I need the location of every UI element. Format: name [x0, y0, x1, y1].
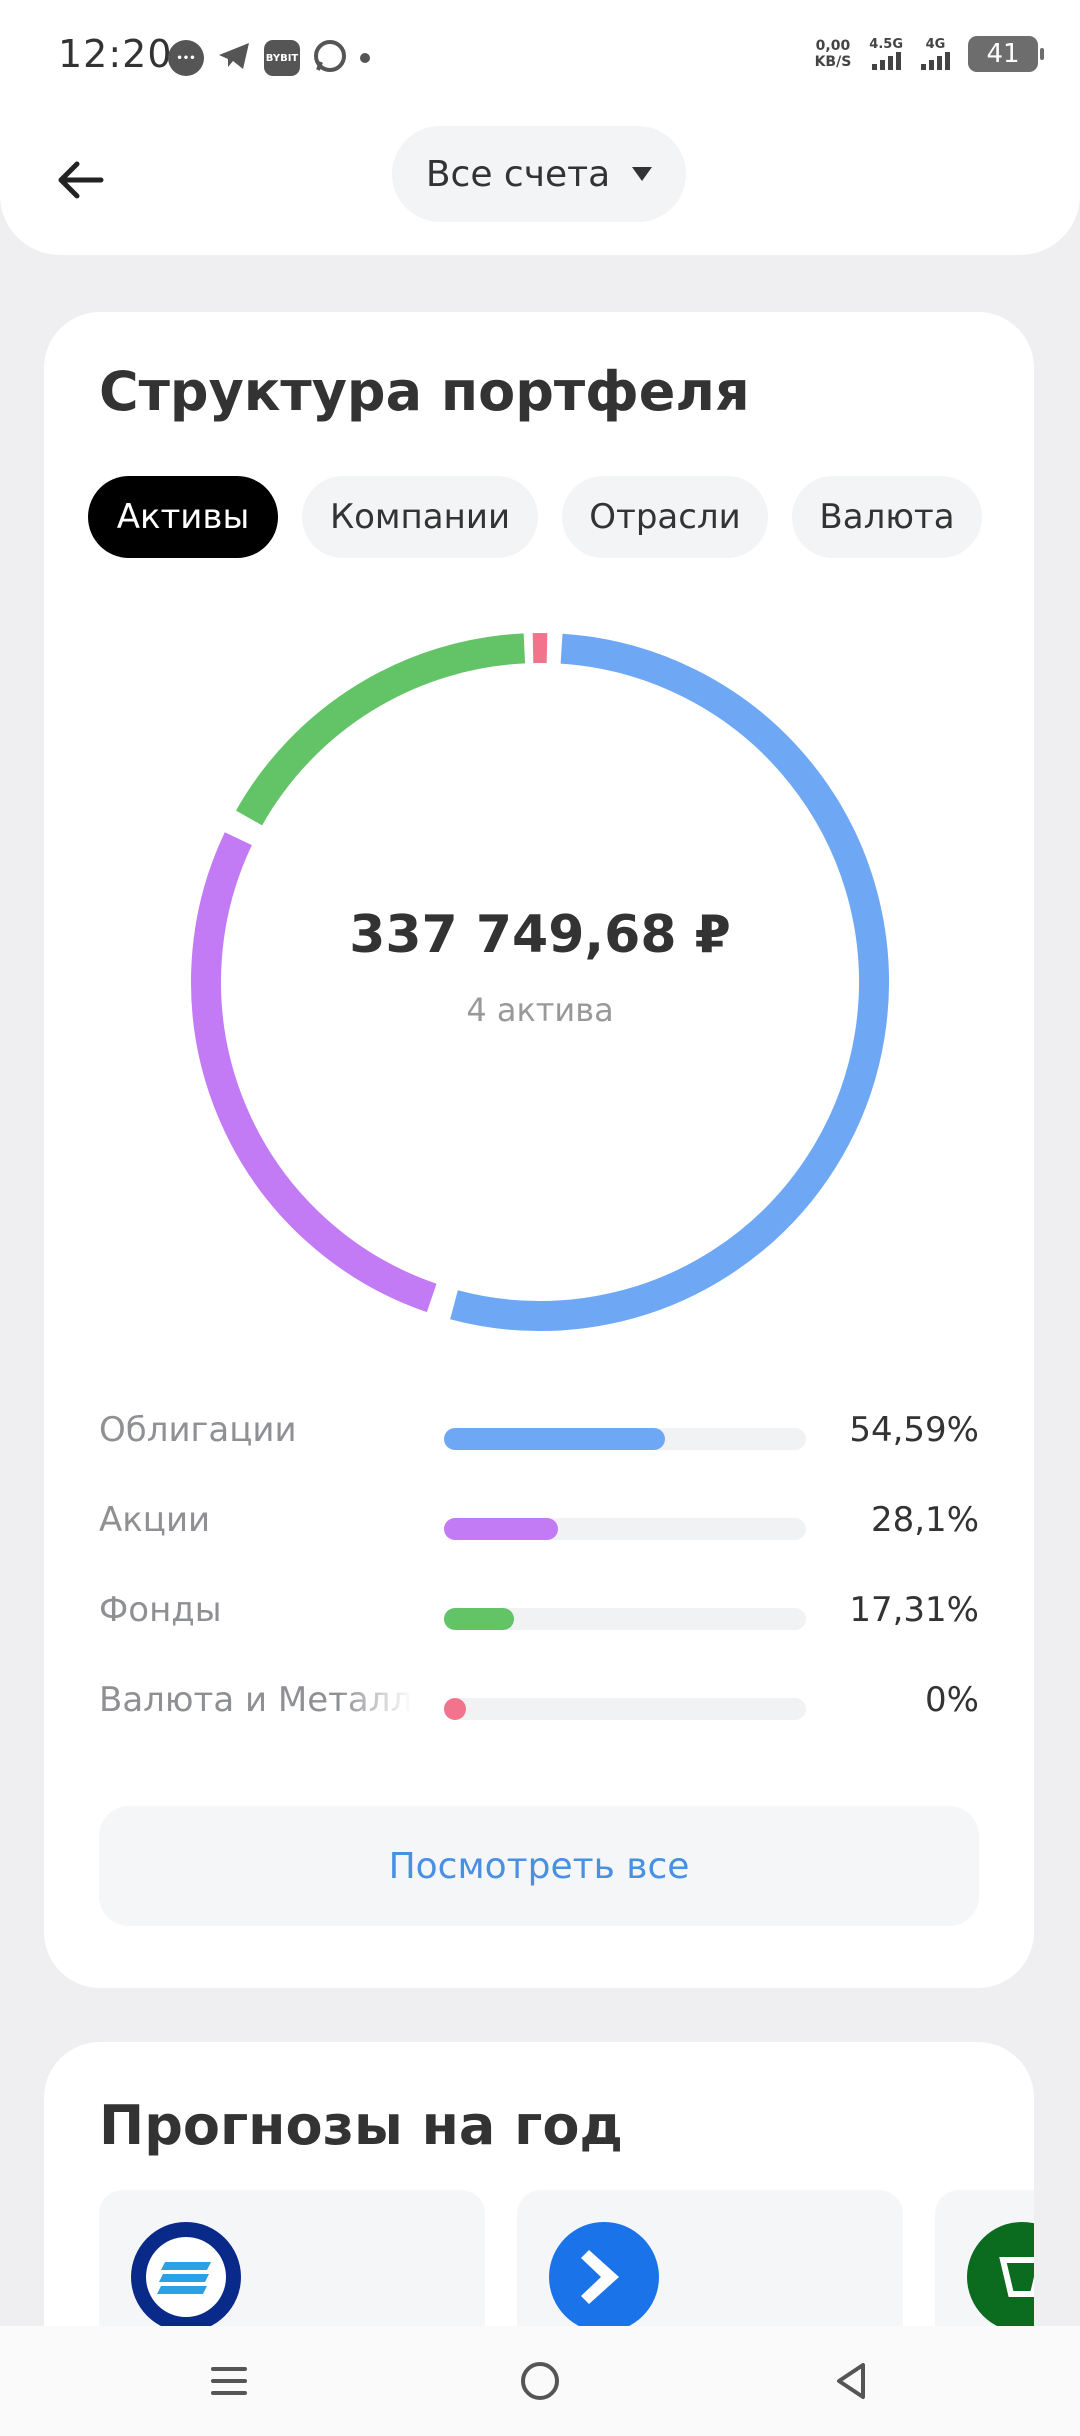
- donut-svg: [191, 633, 889, 1331]
- legend-bar-fill: [444, 1518, 558, 1540]
- home-button[interactable]: [515, 2356, 565, 2406]
- legend-label: Акции: [99, 1500, 211, 1540]
- signal-label-2: 4G: [925, 37, 946, 52]
- card-title: Структура портфеля: [99, 360, 750, 423]
- allocation-legend: Облигации 54,59% Акции 28,1% Фонды 17,31…: [99, 1392, 979, 1752]
- system-status: 0,00 KB/S 4.5G 4G 41: [815, 36, 1044, 72]
- battery-icon: 41: [968, 36, 1044, 72]
- system-nav-bar: [0, 2326, 1080, 2436]
- portfolio-structure-card: Структура портфеля Активы Компании Отрас…: [44, 312, 1034, 1988]
- legend-row-stocks[interactable]: Акции 28,1%: [99, 1482, 979, 1572]
- assets-count: 4 актива: [466, 991, 614, 1029]
- legend-bar-fill: [444, 1608, 515, 1630]
- portfolio-total-value: 337 749,68 ₽: [349, 905, 731, 965]
- donut-segment-2: [235, 633, 526, 826]
- forecast-title: Прогнозы на год: [99, 2094, 624, 2157]
- forecast-list: [99, 2190, 1034, 2390]
- tab-currency[interactable]: Валюта: [792, 476, 982, 558]
- donut-center: 337 749,68 ₽ 4 актива: [190, 632, 890, 1332]
- app-header: Все счета: [0, 110, 1080, 255]
- donut-segment-1: [191, 832, 437, 1313]
- status-bar: 12:20 ••• BYBIT 0,00 KB/S 4.5G 4G 41: [0, 0, 1080, 110]
- legend-bar-fill: [444, 1698, 466, 1720]
- legend-row-funds[interactable]: Фонды 17,31%: [99, 1572, 979, 1662]
- view-all-button[interactable]: Посмотреть все: [99, 1806, 979, 1926]
- account-selector[interactable]: Все счета: [392, 126, 686, 222]
- tab-companies[interactable]: Компании: [302, 476, 538, 558]
- legend-percent: 54,59%: [849, 1410, 979, 1450]
- tab-industries[interactable]: Отрасли: [562, 476, 768, 558]
- company-logo-icon: [549, 2222, 659, 2332]
- back-button[interactable]: [50, 150, 110, 210]
- more-notifications-dot: [360, 53, 370, 63]
- legend-bar-track: [444, 1428, 806, 1450]
- legend-percent: 28,1%: [870, 1500, 979, 1540]
- company-logo-icon: [131, 2222, 241, 2332]
- circle-icon: [521, 2362, 559, 2400]
- legend-row-currency-metals[interactable]: Валюта и Металлы 0%: [99, 1662, 979, 1752]
- company-logo-icon: [967, 2222, 1034, 2332]
- message-icon: •••: [168, 40, 204, 76]
- legend-bar-fill: [444, 1428, 666, 1450]
- donut-segment-0: [450, 633, 889, 1331]
- network-speed-value: 0,00: [815, 38, 851, 54]
- legend-row-bonds[interactable]: Облигации 54,59%: [99, 1392, 979, 1482]
- caret-down-icon: [632, 167, 653, 181]
- tab-assets[interactable]: Активы: [88, 476, 278, 558]
- legend-percent: 0%: [925, 1680, 979, 1720]
- arrow-left-icon: [58, 161, 104, 199]
- legend-bar-track: [444, 1698, 806, 1720]
- structure-tabs: Активы Компании Отрасли Валюта: [88, 476, 982, 558]
- network-speed: 0,00 KB/S: [815, 38, 852, 70]
- status-time: 12:20: [58, 32, 173, 76]
- bybit-icon: BYBIT: [264, 40, 300, 76]
- legend-percent: 17,31%: [849, 1590, 979, 1630]
- signal-icon-2: 4G: [921, 38, 950, 70]
- legend-label: Фонды: [99, 1590, 222, 1630]
- whatsapp-icon: [312, 38, 348, 78]
- back-nav-button[interactable]: [826, 2356, 876, 2406]
- menu-icon: [211, 2367, 247, 2395]
- account-selector-label: Все счета: [425, 153, 611, 195]
- signal-icon-1: 4.5G: [869, 38, 903, 70]
- signal-label-1: 4.5G: [869, 37, 903, 52]
- telegram-icon: [216, 38, 252, 78]
- legend-label: Облигации: [99, 1410, 297, 1450]
- notification-icons: ••• BYBIT: [168, 38, 370, 78]
- legend-bar-track: [444, 1608, 806, 1630]
- allocation-donut-chart: 337 749,68 ₽ 4 актива: [190, 632, 890, 1332]
- legend-label: Валюта и Металлы: [99, 1680, 419, 1720]
- triangle-back-icon: [837, 2363, 865, 2399]
- network-speed-unit: KB/S: [814, 54, 852, 70]
- recent-apps-button[interactable]: [204, 2356, 254, 2406]
- legend-bar-track: [444, 1518, 806, 1540]
